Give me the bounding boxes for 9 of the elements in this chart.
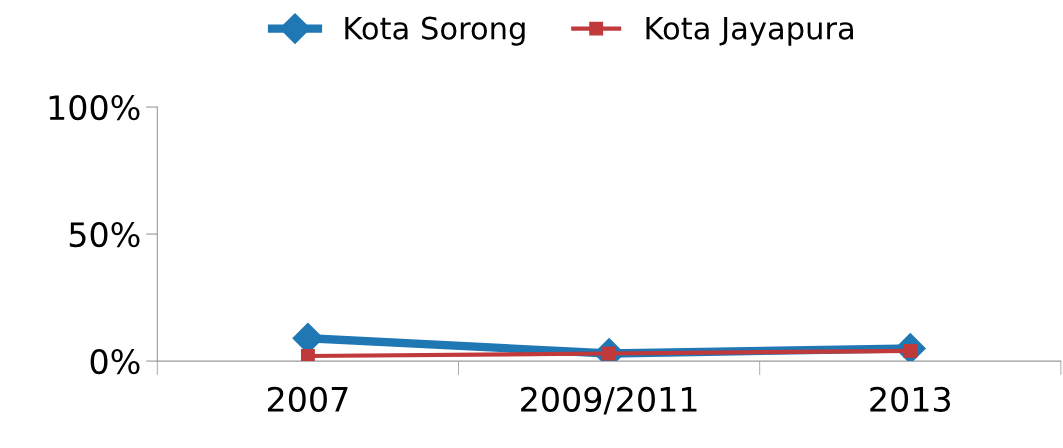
x-tick-label: 2007 (267, 386, 348, 412)
x-tick-label: 2013 (870, 386, 951, 412)
x-tick-label: 2009/2011 (521, 386, 697, 415)
legend-label: Kota Jayapura (646, 17, 853, 46)
legend-label: Kota Sorong (345, 16, 525, 46)
y-tick-label: 100% (49, 95, 140, 121)
y-tick-label: 50% (69, 222, 140, 248)
y-tick-label: 0% (90, 349, 140, 375)
point (300, 349, 315, 362)
